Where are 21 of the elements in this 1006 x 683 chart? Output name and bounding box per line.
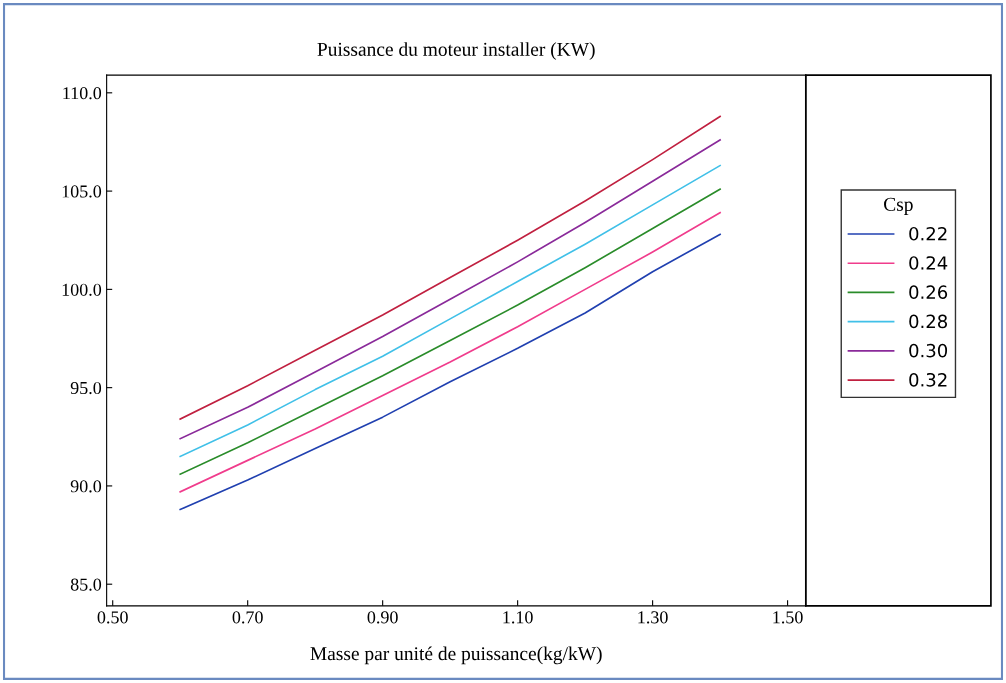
x-tick-label: 1.50	[773, 611, 803, 624]
legend-label: 0.28	[909, 314, 948, 329]
y-tick-label: 85.0	[70, 578, 102, 591]
y-tick-label: 105.0	[62, 185, 102, 198]
x-tick-label: 0.70	[232, 611, 263, 624]
x-tick-label: 0.50	[97, 611, 128, 624]
y-tick-label: 90.0	[70, 480, 102, 493]
legend-label: 0.24	[909, 256, 948, 270]
y-tick-label: 95.0	[70, 381, 102, 395]
x-tick-label: 1.30	[638, 611, 668, 624]
y-tick-label: 100.0	[62, 283, 102, 296]
legend-title: Csp	[884, 197, 913, 215]
legend-label: 0.22	[909, 226, 947, 241]
x-tick-label: 1.10	[503, 611, 533, 624]
chart-title: Puissance du moteur installer (KW)	[317, 42, 595, 60]
y-tick-label: 110.0	[63, 87, 102, 100]
x-tick-label: 0.90	[367, 611, 398, 624]
legend-label: 0.32	[909, 372, 947, 387]
legend-label: 0.26	[909, 285, 948, 300]
legend-label: 0.30	[909, 343, 948, 358]
x-axis-title: Masse par unité de puissance(kg/kW)	[310, 646, 602, 665]
